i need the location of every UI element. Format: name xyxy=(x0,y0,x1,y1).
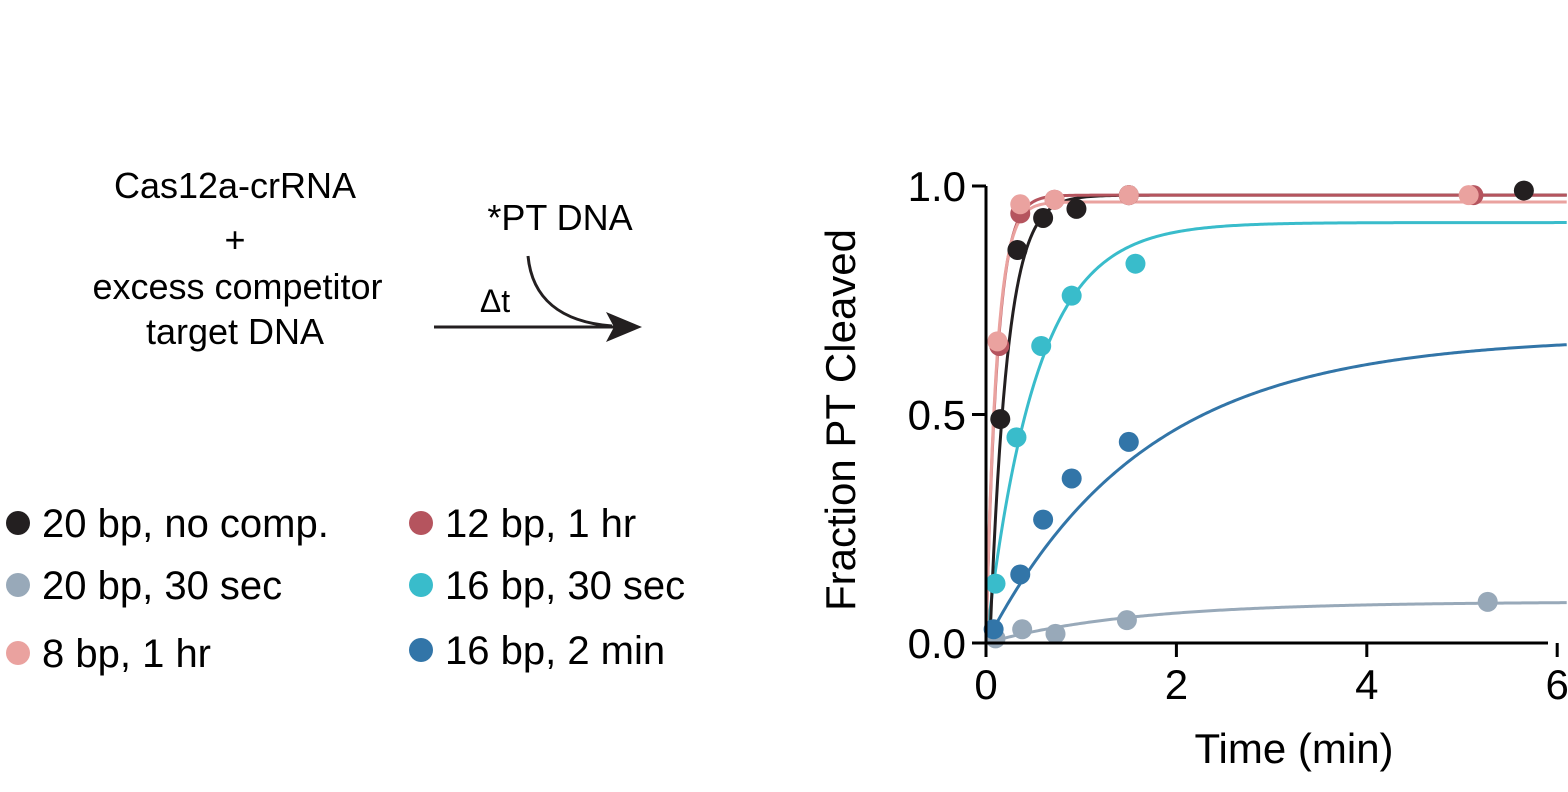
data-point-s5-0 xyxy=(983,619,1004,640)
legend-marker-1 xyxy=(6,511,30,535)
data-points xyxy=(983,180,1534,649)
x-tick-label-2: 4 xyxy=(1355,661,1378,708)
data-point-s0-0 xyxy=(990,409,1011,430)
legend-marker-4 xyxy=(409,511,433,535)
data-point-s1-4 xyxy=(1477,591,1498,612)
data-point-s2-1 xyxy=(1010,194,1031,215)
y-tick-label-2: 1.0 xyxy=(908,163,966,210)
x-axis-label: Time (min) xyxy=(1194,725,1393,772)
scheme-addition-label: *PT DNA xyxy=(487,197,633,238)
y-tick-label-1: 0.5 xyxy=(908,392,966,439)
scheme-reactant-2: excess competitor xyxy=(92,266,383,307)
fit-curves xyxy=(984,193,1567,645)
axis-ticks: 0 2 4 6 0.0 0.5 1.0 xyxy=(908,163,1568,708)
data-point-s2-3 xyxy=(1118,185,1139,206)
data-point-s1-2 xyxy=(1045,623,1066,644)
legend-label-2: 20 bp, 30 sec xyxy=(42,564,283,608)
x-tick-label-0: 0 xyxy=(974,661,997,708)
data-point-s4-2 xyxy=(1031,335,1052,356)
legend-marker-3 xyxy=(6,641,30,665)
legend-marker-5 xyxy=(409,573,433,597)
reaction-arrow xyxy=(434,255,642,342)
data-point-s0-5 xyxy=(1513,180,1534,201)
legend-label-1: 20 bp, no comp. xyxy=(42,502,329,546)
fit-curve-1 xyxy=(985,601,1567,645)
fit-curve-5 xyxy=(984,343,1567,644)
data-point-s2-2 xyxy=(1044,189,1065,210)
fit-curve-4 xyxy=(984,221,1567,644)
data-point-s5-4 xyxy=(1118,431,1139,452)
data-point-s5-1 xyxy=(1010,564,1031,585)
data-point-s4-0 xyxy=(985,573,1006,594)
y-axis-label: Fraction PT Cleaved xyxy=(817,229,864,611)
data-point-s5-3 xyxy=(1061,468,1082,489)
data-point-s2-0 xyxy=(987,331,1008,352)
legend-label-4: 12 bp, 1 hr xyxy=(445,502,637,546)
fit-curve-2 xyxy=(984,200,1567,644)
fit-curve-3 xyxy=(984,193,1567,644)
data-point-s4-3 xyxy=(1061,285,1082,306)
fit-curve-0 xyxy=(986,193,1567,645)
legend-label-6: 16 bp, 2 min xyxy=(445,629,666,673)
legend-label-5: 16 bp, 30 sec xyxy=(445,564,686,608)
scheme-reactant-1: Cas12a-crRNA xyxy=(113,165,357,206)
y-tick-label-0: 0.0 xyxy=(908,620,966,667)
data-point-s0-1 xyxy=(1007,239,1028,260)
scheme-delta-label: Δt xyxy=(479,283,511,319)
x-tick-label-1: 2 xyxy=(1165,661,1188,708)
data-point-s5-2 xyxy=(1033,509,1054,530)
legend-marker-2 xyxy=(6,573,30,597)
data-point-s0-3 xyxy=(1066,198,1087,219)
scheme-reactant-3: target DNA xyxy=(145,311,325,352)
scheme-plus: + xyxy=(224,219,246,260)
data-point-s1-1 xyxy=(1012,619,1033,640)
legend-label-3: 8 bp, 1 hr xyxy=(42,632,212,676)
legend-marker-6 xyxy=(409,638,433,662)
data-point-s0-2 xyxy=(1033,207,1054,228)
data-point-s4-1 xyxy=(1006,427,1027,448)
data-point-s1-3 xyxy=(1116,610,1137,631)
x-tick-label-3: 6 xyxy=(1546,661,1568,708)
data-point-s4-4 xyxy=(1125,253,1146,274)
axes xyxy=(984,186,1548,645)
data-point-s2-4 xyxy=(1458,185,1479,206)
